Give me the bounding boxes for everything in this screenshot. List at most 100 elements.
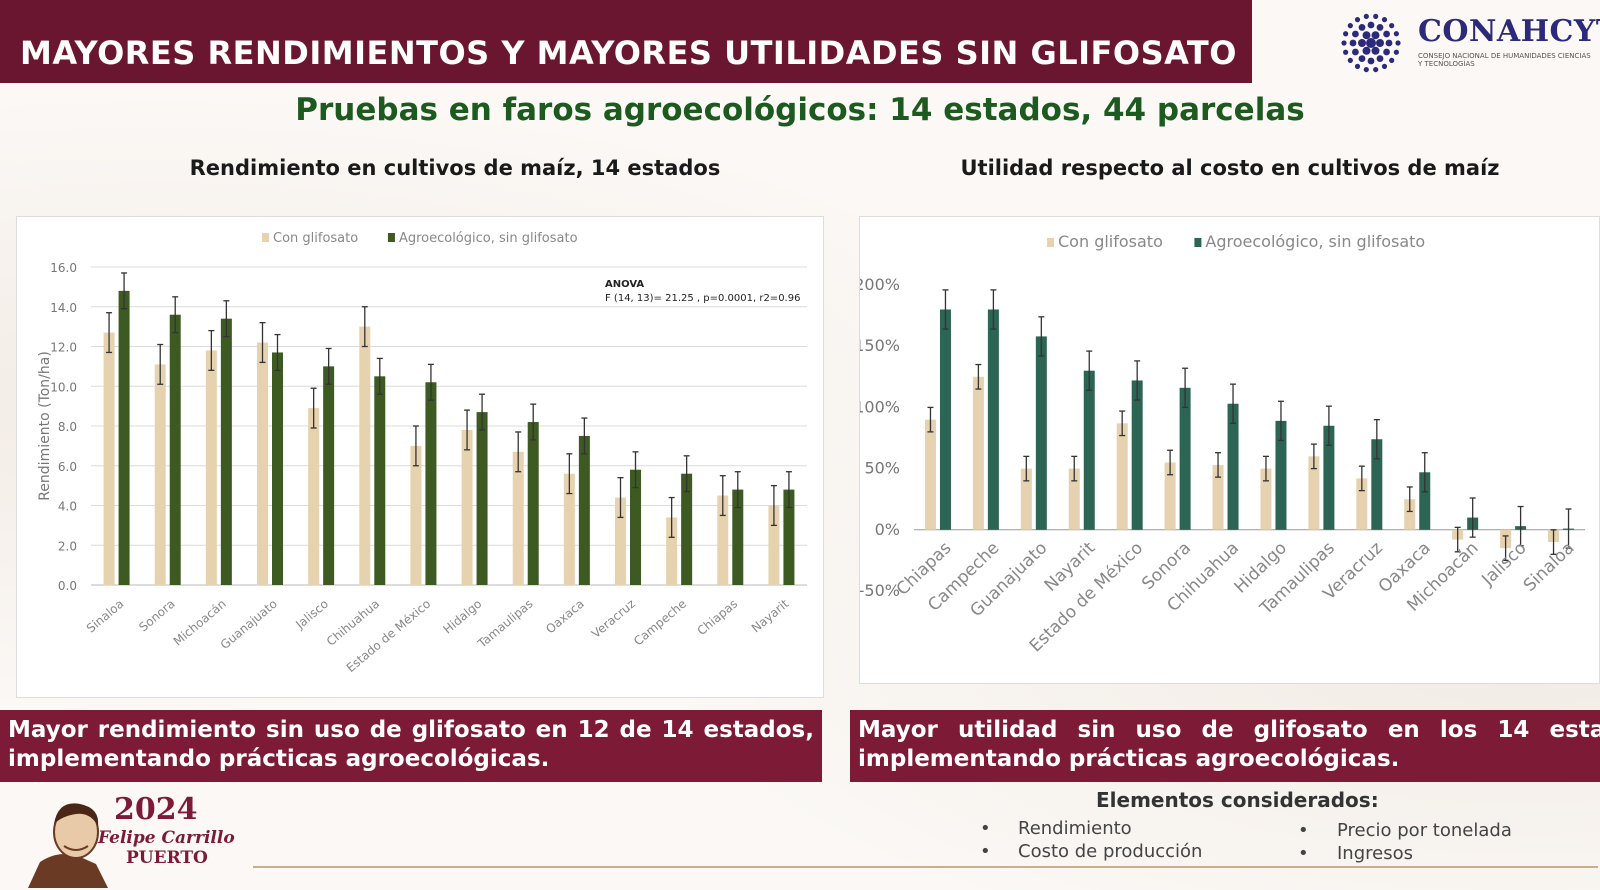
bar <box>169 314 181 585</box>
right-chart-panel: -50% 0% 50% 100% 150% 200% Con glifosato Agroec… <box>854 216 1600 684</box>
conahcyt-dots-logo-icon <box>1341 13 1401 73</box>
elements-title: Elementos considerados: <box>1096 788 1379 812</box>
element-item: Ingresos <box>1337 843 1413 864</box>
left-conclusion-text: Mayor rendimiento sin uso de glifosato e… <box>8 717 814 772</box>
title-bar: MAYORES RENDIMIENTOS Y MAYORES UTILIDADE… <box>0 0 1252 83</box>
y-tick-label: -50% <box>860 581 900 600</box>
bar <box>425 382 437 585</box>
x-tick-label: Chiapas <box>695 597 741 639</box>
bar <box>939 309 951 530</box>
bar <box>1116 423 1128 530</box>
bar <box>512 451 524 585</box>
left-conclusion-banner: Mayor rendimiento sin uso de glifosato e… <box>0 710 822 782</box>
logo-dot <box>1347 57 1353 63</box>
logo-dot <box>1376 24 1384 31</box>
bar <box>1308 456 1320 530</box>
bar <box>1068 468 1080 530</box>
element-item: Rendimiento <box>1018 818 1132 839</box>
bar <box>359 326 371 585</box>
bar <box>118 290 130 585</box>
x-tick-label: Jalisco <box>292 597 331 633</box>
y-tick-label: 8.0 <box>58 420 77 434</box>
legend-swatch <box>1047 238 1054 247</box>
bar <box>272 352 283 585</box>
bar <box>1371 439 1383 530</box>
bar <box>1131 380 1143 530</box>
element-item: Costo de producción <box>1018 841 1203 862</box>
logo-dot <box>1373 66 1379 73</box>
logo-dot <box>1385 39 1393 47</box>
logo-dot <box>1352 30 1359 38</box>
logo-dot <box>1354 17 1361 23</box>
bar <box>924 419 936 530</box>
bar <box>1227 403 1239 530</box>
bar <box>1020 468 1032 530</box>
y-tick-label: 0.0 <box>58 579 77 593</box>
y-tick-label: 10.0 <box>50 380 77 394</box>
x-tick-label: Sinaloa <box>84 597 127 636</box>
y-tick-label: 12.0 <box>50 341 77 355</box>
y-axis-label: Rendimiento (Ton/ha) <box>37 351 53 501</box>
logo-dot <box>1358 55 1366 62</box>
x-tick-label: Nayarit <box>749 596 792 635</box>
logo-dot <box>1352 48 1359 56</box>
bar <box>1323 425 1335 530</box>
legend-swatch <box>262 233 269 242</box>
slide-subtitle: Pruebas en faros agroecológicos: 14 esta… <box>295 92 1305 128</box>
x-tick-label: Estado de México <box>344 597 434 675</box>
logo-dot <box>1393 49 1399 55</box>
logo-dot <box>1366 38 1376 48</box>
bar <box>1164 462 1176 530</box>
logo-dot <box>1347 23 1353 29</box>
bar <box>563 473 575 585</box>
legend-label: Con glifosato <box>1058 232 1163 251</box>
bullet-dot: • <box>1298 843 1309 864</box>
bar <box>783 489 795 585</box>
bar <box>1035 336 1047 530</box>
y-tick-label: 50% <box>864 459 900 478</box>
x-tick-label: Campeche <box>631 597 689 649</box>
x-tick-label: Sinaloa <box>1520 538 1579 596</box>
logo-dot <box>1354 63 1361 69</box>
logo-dot <box>1367 21 1375 29</box>
bar <box>1275 420 1287 530</box>
logo-dot <box>1371 46 1380 55</box>
bar <box>1083 370 1095 530</box>
logo-dot <box>1341 40 1347 46</box>
logo-dot <box>1363 13 1369 20</box>
x-tick-label: Veracruz <box>589 597 638 641</box>
anova-text: F (14, 13)= 21.25 , p=0.0001, r2=0.96 <box>605 293 800 304</box>
profit-bar-chart: -50% 0% 50% 100% 150% 200% Con glifosato Agroec… <box>854 232 1585 656</box>
bar <box>461 429 473 585</box>
bar <box>972 376 984 530</box>
bar <box>1404 499 1416 530</box>
y-tick-label: 0% <box>875 520 900 539</box>
left-chart-title: Rendimiento en cultivos de maíz, 14 esta… <box>189 156 721 180</box>
y-tick-label: 100% <box>860 397 900 416</box>
y-tick-label: 14.0 <box>50 301 77 315</box>
footer-name-line1: Felipe Carrillo <box>98 828 235 848</box>
footer-logo: 2024 Felipe Carrillo PUERTO <box>18 792 238 888</box>
bar <box>578 435 590 585</box>
legend-swatch <box>387 233 395 242</box>
element-item: Precio por tonelada <box>1337 820 1512 841</box>
bar <box>476 412 488 585</box>
bar <box>1260 468 1272 530</box>
right-conclusion-text: Mayor utilidad sin uso de glifosato en l… <box>858 717 1600 772</box>
logo-dot <box>1393 31 1399 37</box>
bar <box>987 309 999 530</box>
logo-dot <box>1395 40 1401 46</box>
bar <box>410 445 422 585</box>
bar <box>527 422 539 585</box>
bar <box>732 489 744 585</box>
bar <box>220 318 232 585</box>
logo-dot <box>1343 49 1349 55</box>
x-tick-label: Hidalgo <box>441 597 485 637</box>
logo-dot <box>1381 17 1388 23</box>
bar <box>103 332 115 585</box>
conahcyt-logo: CONAHCYT CONSEJO NACIONAL DE HUMANIDADES… <box>1336 8 1600 78</box>
footer-name-line2: PUERTO <box>126 848 208 868</box>
footer-year: 2024 <box>114 792 198 827</box>
x-tick-label: Tamaulipas <box>474 597 535 652</box>
bullet-dot: • <box>980 841 991 862</box>
